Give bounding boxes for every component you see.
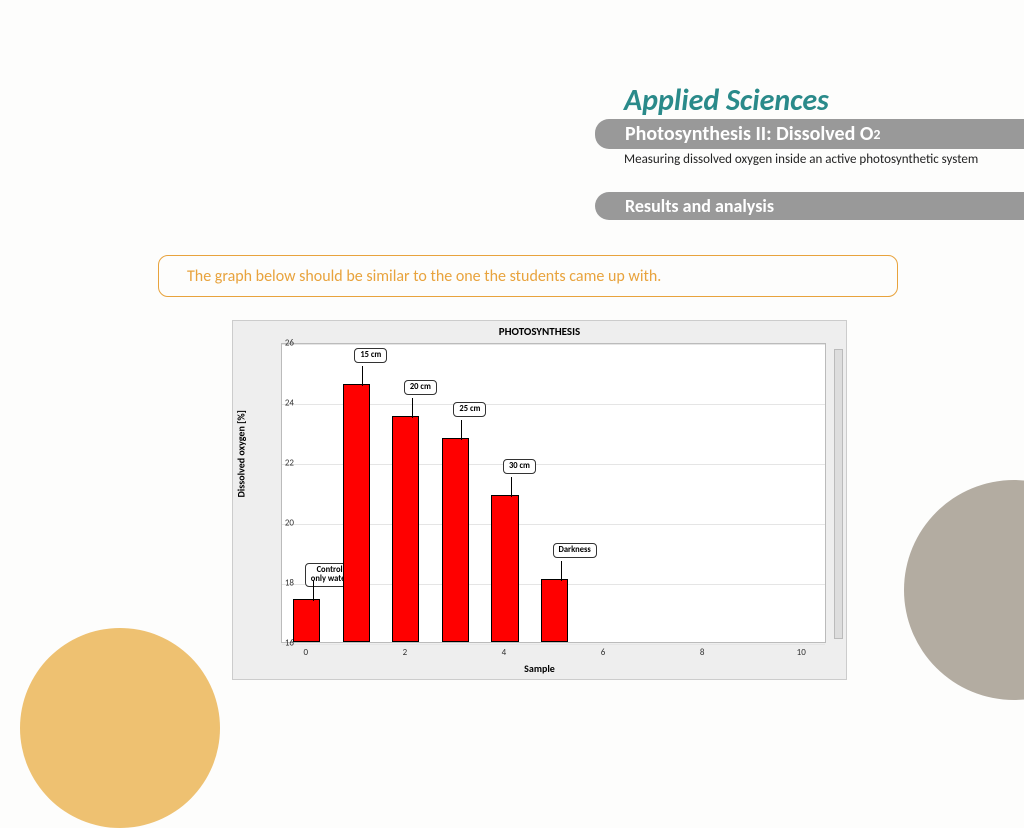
lesson-description: Measuring dissolved oxygen inside an act… bbox=[624, 152, 1014, 168]
bar-4 bbox=[491, 495, 518, 642]
chart-title: PHOTOSYNTHESIS bbox=[233, 321, 846, 338]
bar-0 bbox=[293, 599, 320, 643]
chart-panel: PHOTOSYNTHESIS Dissolved oxygen [%] Samp… bbox=[232, 320, 847, 680]
lesson-title-bar: Photosynthesis II: Dissolved O2 bbox=[595, 119, 1024, 149]
bar-1 bbox=[343, 384, 370, 642]
instruction-box: The graph below should be similar to the… bbox=[158, 255, 898, 297]
bar-5 bbox=[541, 579, 568, 642]
callout-3: 25 cm bbox=[453, 402, 486, 417]
chart-xlabel: Sample bbox=[524, 662, 555, 675]
decor-grey-circle bbox=[904, 480, 1024, 700]
ytick-label: 20 bbox=[285, 518, 294, 529]
xtick-label: 2 bbox=[403, 647, 408, 658]
gridline bbox=[282, 344, 825, 345]
ytick-label: 24 bbox=[285, 398, 294, 409]
brand-title: Applied Sciences bbox=[624, 82, 829, 119]
section-text: Results and analysis bbox=[625, 195, 774, 217]
ytick-label: 18 bbox=[285, 578, 294, 589]
callout-line bbox=[511, 477, 512, 497]
xtick-label: 4 bbox=[502, 647, 507, 658]
decor-orange-circle bbox=[20, 628, 220, 828]
xtick-label: 0 bbox=[303, 647, 308, 658]
chart-ylabel: Dissolved oxygen [%] bbox=[235, 410, 248, 497]
callout-line bbox=[362, 366, 363, 386]
callout-2: 20 cm bbox=[404, 380, 437, 395]
bar-2 bbox=[392, 416, 419, 643]
xtick-label: 8 bbox=[700, 647, 705, 658]
gridline bbox=[282, 644, 825, 645]
callout-line bbox=[412, 398, 413, 418]
callout-line bbox=[561, 561, 562, 581]
callout-4: 30 cm bbox=[503, 459, 536, 474]
chart-plot-area: Controlonly water15 cm20 cm25 cm30 cmDar… bbox=[281, 343, 826, 643]
callout-line bbox=[461, 420, 462, 440]
callout-line bbox=[313, 581, 314, 601]
ytick-label: 16 bbox=[285, 638, 294, 649]
xtick-label: 10 bbox=[797, 647, 806, 658]
ytick-label: 22 bbox=[285, 458, 294, 469]
section-bar: Results and analysis bbox=[595, 192, 1024, 220]
xtick-label: 6 bbox=[601, 647, 606, 658]
ytick-label: 26 bbox=[285, 338, 294, 349]
callout-1: 15 cm bbox=[354, 348, 387, 363]
lesson-title-sub: 2 bbox=[873, 126, 880, 143]
chart-scrollbar[interactable] bbox=[834, 349, 843, 639]
callout-5: Darkness bbox=[553, 543, 597, 558]
lesson-title-text: Photosynthesis II: Dissolved O bbox=[625, 122, 873, 146]
bar-3 bbox=[442, 438, 469, 642]
instruction-text: The graph below should be similar to the… bbox=[187, 267, 661, 286]
